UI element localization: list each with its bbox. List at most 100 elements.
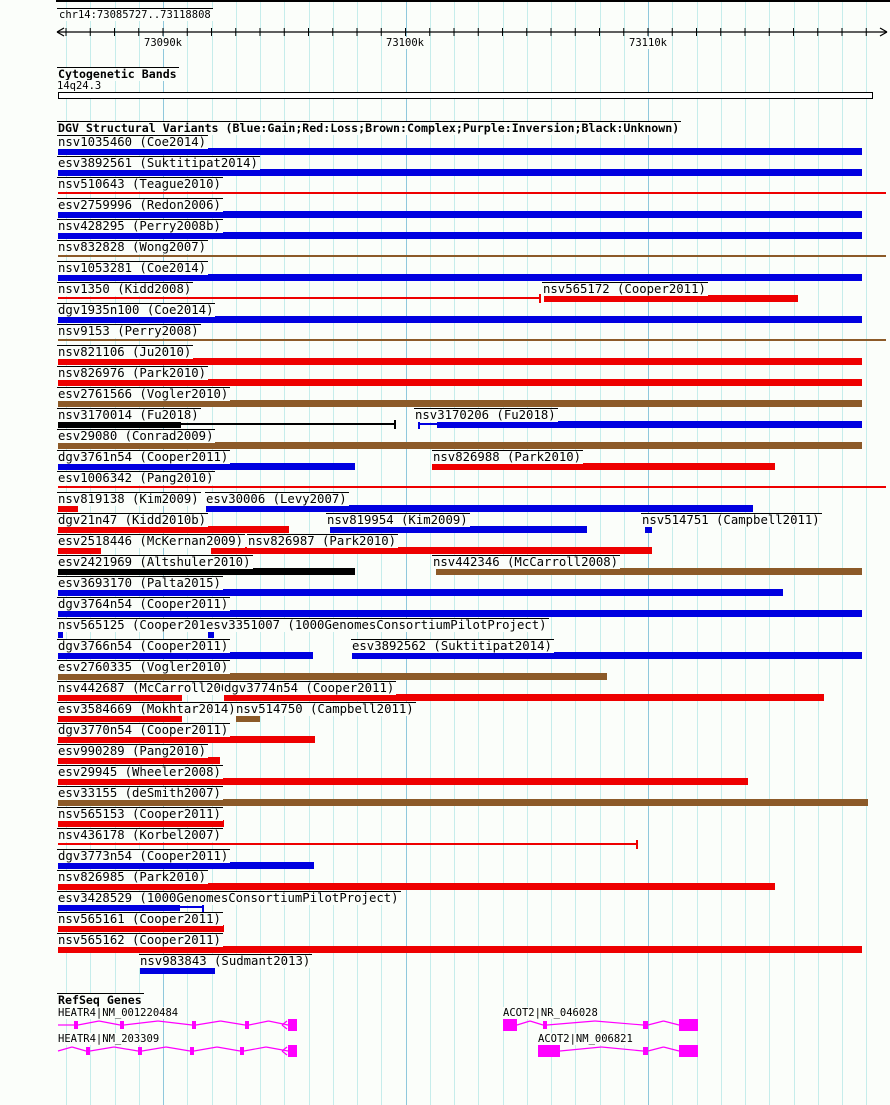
variant-range-line[interactable] xyxy=(58,843,637,845)
variant-label[interactable]: dgv3766n54 (Cooper2011) xyxy=(57,639,231,653)
variant-label[interactable]: nsv565162 (Cooper2011) xyxy=(57,933,223,947)
variant-bar[interactable] xyxy=(58,547,101,554)
variant-label[interactable]: nsv510643 (Teague2010) xyxy=(57,177,223,191)
variant-label[interactable]: dgv3761n54 (Cooper2011) xyxy=(57,450,231,464)
variant-bar[interactable] xyxy=(58,715,182,722)
variant-label[interactable]: nsv826985 (Park2010) xyxy=(57,870,209,884)
variant-bar[interactable] xyxy=(140,967,215,974)
variant-label[interactable]: nsv9153 (Perry2008) xyxy=(57,324,201,338)
variant-bar[interactable] xyxy=(58,400,862,407)
variant-label[interactable]: esv3892561 (Suktitipat2014) xyxy=(57,156,260,170)
variant-label[interactable]: esv990289 (Pang2010) xyxy=(57,744,209,758)
variant-label[interactable]: dgv3764n54 (Cooper2011) xyxy=(57,597,231,611)
variant-label[interactable]: esv3584669 (Mokhtar2014) xyxy=(57,702,238,716)
variant-bar[interactable] xyxy=(58,925,224,932)
variant-bar[interactable] xyxy=(58,736,315,743)
gene-label[interactable]: HEATR4|NM_203309 xyxy=(58,1033,160,1045)
variant-label[interactable]: esv3428529 (1000GenomesConsortiumPilotPr… xyxy=(57,891,401,905)
gene-structure[interactable] xyxy=(0,1016,890,1034)
variant-bar[interactable] xyxy=(58,652,313,659)
variant-bar[interactable] xyxy=(58,883,775,890)
variant-range-line[interactable] xyxy=(58,339,886,341)
variant-label[interactable]: esv29945 (Wheeler2008) xyxy=(57,765,223,779)
variant-bar[interactable] xyxy=(58,211,862,218)
variant-label[interactable]: nsv428295 (Perry2008b) xyxy=(57,219,223,233)
variant-bar[interactable] xyxy=(208,631,214,638)
variant-bar[interactable] xyxy=(58,421,181,428)
gene-structure[interactable] xyxy=(0,1042,890,1060)
variant-label[interactable]: nsv565161 (Cooper2011) xyxy=(57,912,223,926)
gene-label[interactable]: ACOT2|NM_006821 xyxy=(538,1033,633,1045)
variant-bar[interactable] xyxy=(58,673,607,680)
variant-label[interactable]: nsv1035460 (Coe2014) xyxy=(57,135,209,149)
variant-range-line[interactable] xyxy=(58,255,886,257)
variant-bar[interactable] xyxy=(58,694,182,701)
variant-label[interactable]: esv1006342 (Pang2010) xyxy=(57,471,216,485)
variant-bar[interactable] xyxy=(58,757,220,764)
variant-label[interactable]: esv3351007 (1000GenomesConsortiumPilotPr… xyxy=(205,618,549,632)
variant-bar[interactable] xyxy=(206,505,753,512)
variant-bar[interactable] xyxy=(58,610,862,617)
variant-range-line[interactable] xyxy=(180,906,203,908)
gene-structure[interactable] xyxy=(0,1016,890,1034)
variant-bar[interactable] xyxy=(58,799,868,806)
variant-label[interactable]: nsv819138 (Kim2009) xyxy=(57,492,201,506)
variant-bar[interactable] xyxy=(58,358,862,365)
variant-range-line[interactable] xyxy=(58,297,540,299)
variant-label[interactable]: nsv442687 (McCarroll2008) xyxy=(57,681,246,695)
variant-bar[interactable] xyxy=(58,904,180,911)
variant-bar[interactable] xyxy=(437,421,862,428)
variant-label[interactable]: esv3693170 (Palta2015) xyxy=(57,576,223,590)
variant-bar[interactable] xyxy=(236,715,260,722)
variant-label[interactable]: esv3892562 (Suktitipat2014) xyxy=(351,639,554,653)
variant-range-line[interactable] xyxy=(58,486,886,488)
variant-bar[interactable] xyxy=(58,274,862,281)
variant-bar[interactable] xyxy=(58,946,862,953)
gene-structure[interactable] xyxy=(0,1042,890,1060)
variant-bar[interactable] xyxy=(58,778,748,785)
variant-bar[interactable] xyxy=(58,379,862,386)
variant-label[interactable]: nsv565125 (Cooper2011) xyxy=(57,618,223,632)
variant-label[interactable]: esv33155 (deSmith2007) xyxy=(57,786,223,800)
variant-label[interactable]: nsv821106 (Ju2010) xyxy=(57,345,194,359)
variant-range-line[interactable] xyxy=(181,423,396,425)
variant-bar[interactable] xyxy=(58,862,314,869)
variant-label[interactable]: esv2421969 (Altshuler2010) xyxy=(57,555,253,569)
variant-label[interactable]: nsv514751 (Campbell2011) xyxy=(641,513,822,527)
variant-bar[interactable] xyxy=(58,526,289,533)
variant-label[interactable]: nsv3170014 (Fu2018) xyxy=(57,408,201,422)
variant-label[interactable]: nsv826987 (Park2010) xyxy=(247,534,399,548)
variant-label[interactable]: esv29080 (Conrad2009) xyxy=(57,429,216,443)
variant-label[interactable]: nsv565153 (Cooper2011) xyxy=(57,807,223,821)
variant-bar[interactable] xyxy=(58,148,862,155)
variant-bar[interactable] xyxy=(544,295,798,302)
variant-bar[interactable] xyxy=(58,316,862,323)
variant-label[interactable]: nsv983843 (Sudmant2013) xyxy=(139,954,313,968)
variant-label[interactable]: nsv1350 (Kidd2008) xyxy=(57,282,194,296)
variant-bar[interactable] xyxy=(436,568,862,575)
variant-bar[interactable] xyxy=(224,694,824,701)
variant-label[interactable]: dgv3770n54 (Cooper2011) xyxy=(57,723,231,737)
gene-label[interactable]: HEATR4|NM_001220484 xyxy=(58,1007,179,1019)
variant-label[interactable]: dgv3774n54 (Cooper2011) xyxy=(223,681,397,695)
variant-bar[interactable] xyxy=(58,442,862,449)
variant-bar[interactable] xyxy=(352,652,862,659)
variant-bar[interactable] xyxy=(330,526,587,533)
variant-bar[interactable] xyxy=(58,169,862,176)
variant-bar[interactable] xyxy=(58,589,783,596)
variant-label[interactable]: nsv1053281 (Coe2014) xyxy=(57,261,209,275)
variant-bar[interactable] xyxy=(645,526,652,533)
variant-label[interactable]: nsv565172 (Cooper2011) xyxy=(542,282,708,296)
variant-label[interactable]: dgv1935n100 (Coe2014) xyxy=(57,303,216,317)
variant-bar[interactable] xyxy=(58,463,355,470)
variant-label[interactable]: nsv826988 (Park2010) xyxy=(432,450,584,464)
variant-bar[interactable] xyxy=(58,568,355,575)
variant-label[interactable]: nsv832828 (Wong2007) xyxy=(57,240,209,254)
variant-label[interactable]: nsv436178 (Korbel2007) xyxy=(57,828,223,842)
cytogenetic-band[interactable] xyxy=(58,92,873,99)
variant-label[interactable]: esv2518446 (McKernan2009) xyxy=(57,534,246,548)
variant-label[interactable]: esv2759996 (Redon2006) xyxy=(57,198,223,212)
variant-bar[interactable] xyxy=(58,505,78,512)
variant-label[interactable]: nsv826976 (Park2010) xyxy=(57,366,209,380)
variant-label[interactable]: dgv3773n54 (Cooper2011) xyxy=(57,849,231,863)
